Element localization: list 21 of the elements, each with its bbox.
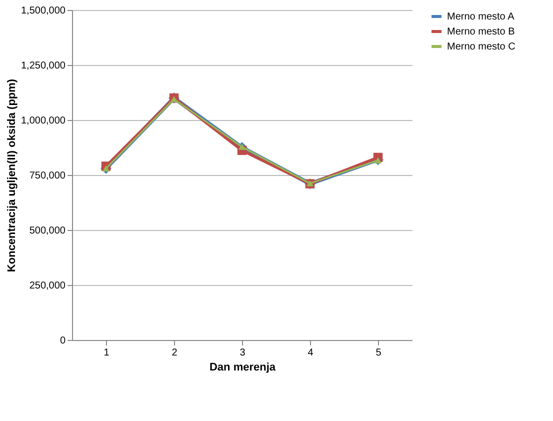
y-tick-label: 250,000	[29, 280, 66, 292]
x-tick-label: 4	[308, 348, 314, 358]
y-tick-label: 750,000	[29, 170, 66, 182]
point	[238, 144, 246, 150]
y-tick-label: 500,000	[29, 226, 66, 236]
y-tick-label: 1,500,000	[21, 6, 66, 16]
point	[374, 157, 382, 164]
point	[102, 165, 110, 172]
legend-label: Merno mesto A	[447, 12, 515, 22]
point	[170, 96, 178, 102]
y-tick-label: 0	[60, 336, 66, 346]
legend-label: Merno mesto C	[447, 42, 516, 52]
legend-label: Merno mesto B	[447, 26, 516, 38]
y-tick-label: 1,000,000	[21, 116, 66, 126]
x-tick-label: 1	[104, 348, 110, 358]
x-tick-label: 2	[172, 348, 178, 358]
y-axis-title: Koncentracija ugljen(II) oksida (ppm)	[6, 78, 18, 272]
x-tick-label: 5	[376, 348, 382, 358]
x-tick-label: 3	[240, 348, 246, 358]
x-axis-title: Dan merenja	[209, 362, 276, 374]
y-tick-label: 1,250,000	[21, 60, 66, 72]
